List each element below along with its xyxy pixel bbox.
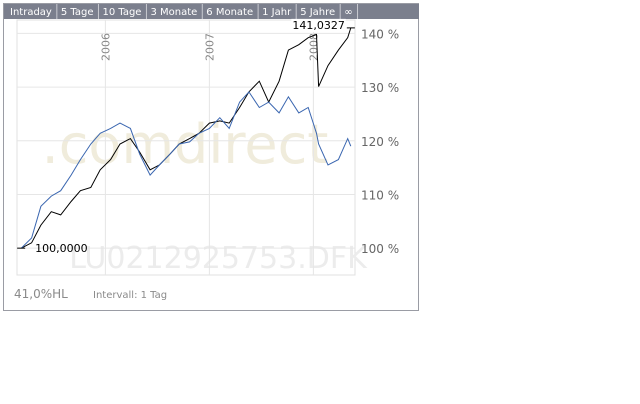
y-tick-label: 140 % [361,27,399,41]
tab[interactable]: 3 Monate [150,7,197,18]
tab[interactable]: 5 Jahre [300,7,335,18]
tab[interactable]: 10 Tage [102,7,141,18]
tab[interactable]: 6 Monate [206,7,253,18]
tab-bar [4,4,419,19]
y-tick-label: 110 % [361,188,399,202]
watermark: .comdirect [42,113,329,176]
annotation: 100,0000 [35,242,88,255]
y-tick-label: 100 % [361,242,399,256]
interval-label: Intervall: 1 Tag [93,290,167,301]
tab[interactable]: 1 Jahr [262,7,292,18]
plot-area [16,19,356,276]
tab[interactable]: ∞ [344,7,352,18]
price-line [20,91,352,249]
tab[interactable]: 5 Tage [61,7,94,18]
x-tick-label: 2007 [203,33,216,61]
symbol-watermark: LU0212925753.DFK [69,241,368,276]
x-tick-label: 2006 [99,33,112,61]
range-label: 41,0%HL [14,287,68,301]
y-tick-label: 120 % [361,135,399,149]
price-line [20,27,352,249]
annotation-bg [291,18,346,32]
annotation: 141,0327 [292,19,345,32]
y-tick-label: 130 % [361,81,399,95]
tab[interactable]: Intraday [10,7,52,18]
